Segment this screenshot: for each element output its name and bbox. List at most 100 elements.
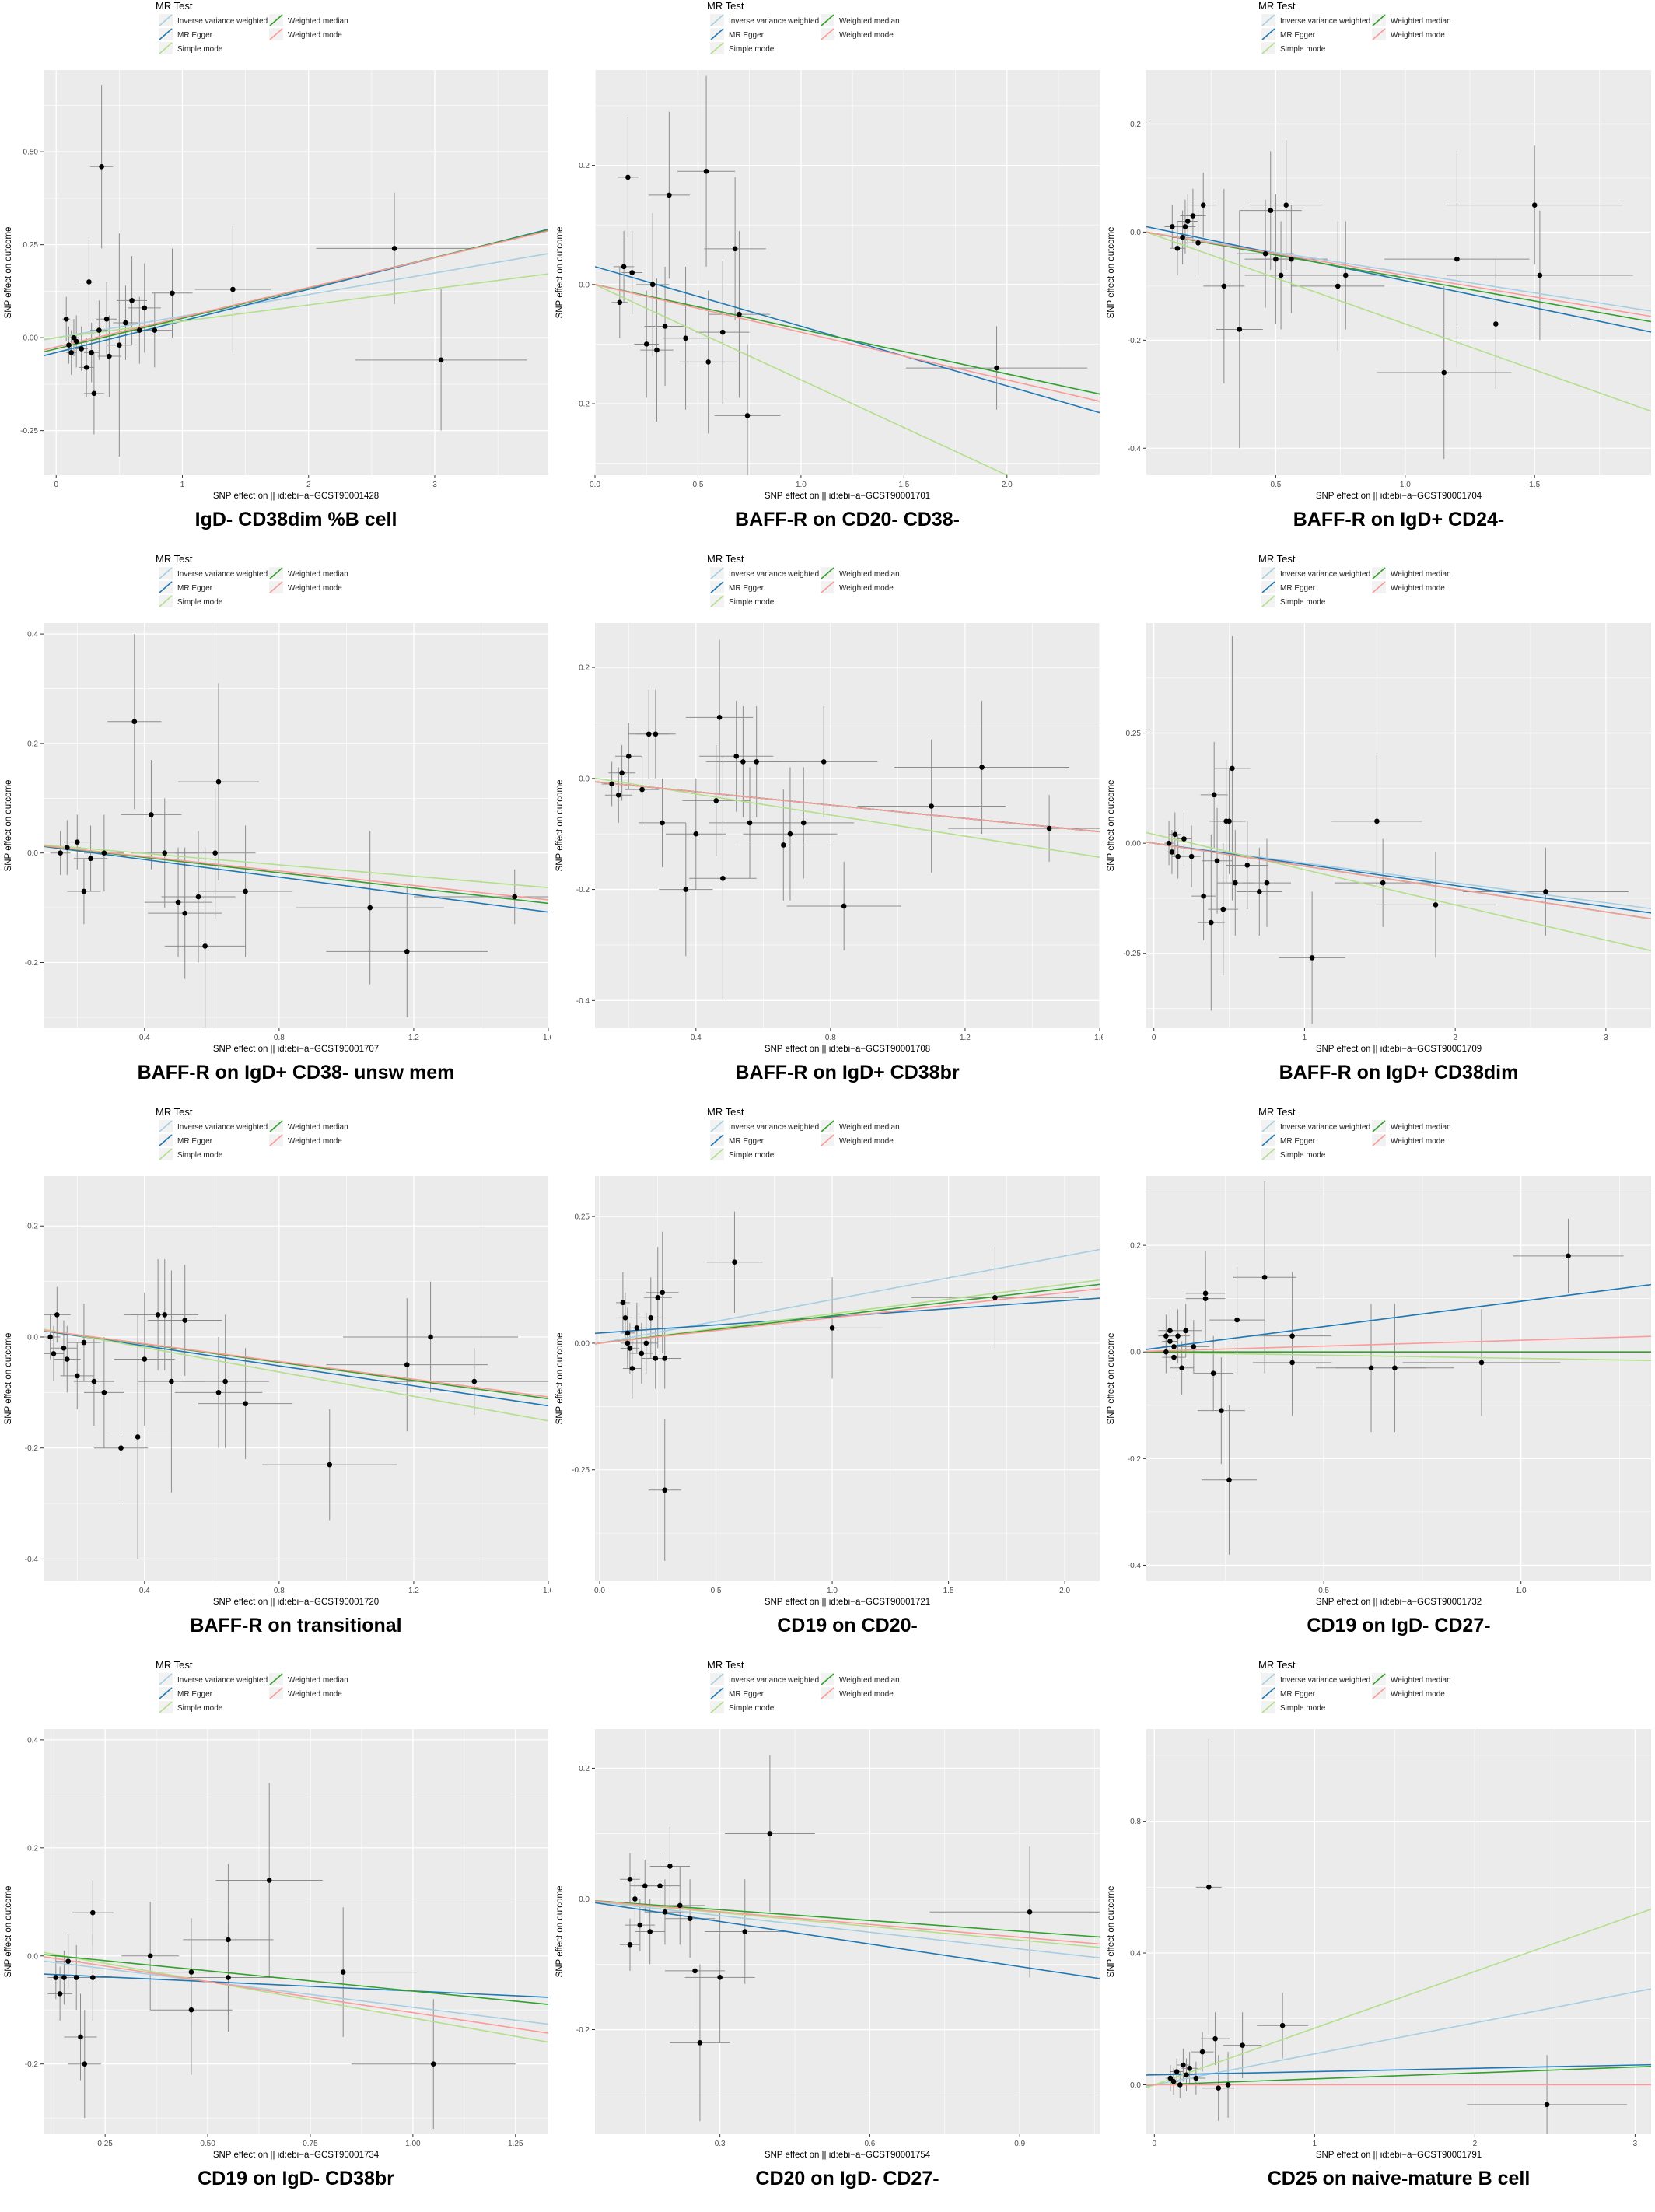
data-point xyxy=(91,1378,97,1384)
data-point xyxy=(135,1434,141,1440)
data-point xyxy=(51,1351,57,1356)
data-point xyxy=(90,1975,96,1980)
panel-background xyxy=(44,1729,548,2134)
data-point xyxy=(1202,1290,1209,1297)
y-tick-label: -0.4 xyxy=(576,997,590,1006)
data-point xyxy=(1171,1344,1177,1349)
panel-cell: MR Test Inverse variance weighted MR Egger… xyxy=(0,1659,551,2212)
legend-key-line xyxy=(821,14,834,26)
x-tick-label: 0.5 xyxy=(711,1587,722,1595)
regression-line xyxy=(1146,842,1651,910)
legend-entry: MR Egger xyxy=(159,1687,213,1699)
regression-line xyxy=(595,1279,1100,1345)
data-point xyxy=(118,1445,124,1451)
data-point xyxy=(1278,272,1284,278)
x-tick-label: 0.6 xyxy=(864,2140,875,2148)
legend-key-line xyxy=(159,14,173,26)
legend-label: Weighted median xyxy=(839,1676,900,1685)
legend-label: Simple mode xyxy=(177,45,223,54)
data-point xyxy=(629,1366,635,1371)
data-point xyxy=(71,334,77,341)
legend-key-line xyxy=(1261,14,1275,26)
legend-entry: Simple mode xyxy=(1261,1701,1326,1713)
legend-label: Simple mode xyxy=(177,1704,223,1713)
data-point xyxy=(226,1975,231,1980)
legend-label: MR Egger xyxy=(1280,584,1316,593)
legend-label: Inverse variance weighted xyxy=(729,17,819,26)
regression-line xyxy=(595,1288,1100,1345)
legend-key-line xyxy=(710,14,724,26)
legend: MR Test Inverse variance weighted MR Egger… xyxy=(707,553,900,607)
data-point xyxy=(103,316,110,322)
y-tick-label: 0.2 xyxy=(27,740,38,748)
legend-key-line xyxy=(269,567,283,579)
legend-label: Weighted mode xyxy=(839,31,894,40)
legend-key-line xyxy=(269,1134,283,1146)
legend-entry: Inverse variance weighted xyxy=(710,1673,819,1685)
legend-title: MR Test xyxy=(1258,1659,1296,1671)
data-point xyxy=(47,1334,53,1340)
data-point xyxy=(1342,272,1349,278)
data-point xyxy=(621,264,627,270)
y-tick-label: 0.0 xyxy=(1130,2081,1141,2090)
data-point xyxy=(1167,2075,1174,2081)
legend-entry: Inverse variance weighted xyxy=(159,1673,268,1685)
legend-key-line xyxy=(1372,1120,1386,1132)
y-axis-title: SNP effect on outcome xyxy=(555,227,565,319)
panel-background xyxy=(595,1729,1100,2134)
legend-entry: Weighted median xyxy=(269,14,348,26)
regression-line xyxy=(1146,226,1651,333)
y-tick-label: 0.0 xyxy=(1130,229,1141,237)
point-layer xyxy=(47,1312,478,1468)
legend-key-line xyxy=(269,581,283,593)
legend-key-line xyxy=(821,1687,834,1699)
panel-title: BAFF-R on IgD+ CD38br xyxy=(735,1062,959,1083)
data-point xyxy=(1216,2085,1222,2091)
data-point xyxy=(101,850,107,856)
y-tick-label: 0.2 xyxy=(1130,121,1141,129)
regression-layer xyxy=(595,777,1100,858)
y-tick-label: 0.0 xyxy=(27,849,38,858)
data-point xyxy=(692,1968,698,1974)
data-point xyxy=(627,1876,633,1882)
panel-background xyxy=(1146,623,1651,1028)
legend-label: Inverse variance weighted xyxy=(177,1676,268,1685)
data-point xyxy=(620,1300,626,1306)
data-point xyxy=(212,850,218,856)
data-point xyxy=(1046,825,1052,831)
legend-entry: Simple mode xyxy=(710,42,775,54)
data-point xyxy=(99,163,104,170)
x-tick-label: 0 xyxy=(54,481,58,489)
y-tick-label: -0.2 xyxy=(576,2026,590,2035)
legend-entry: MR Egger xyxy=(159,28,213,40)
legend-entry: Weighted mode xyxy=(269,28,342,40)
regression-line xyxy=(44,1951,548,2043)
legend-label: Weighted median xyxy=(1391,570,1451,579)
data-point xyxy=(713,798,719,803)
data-point xyxy=(243,1401,248,1406)
x-tick-label: 0.8 xyxy=(274,1034,285,1042)
data-point xyxy=(1289,1333,1295,1339)
data-point xyxy=(642,1883,648,1888)
y-tick-label: 0.0 xyxy=(579,281,590,289)
legend-key-line xyxy=(159,42,173,54)
legend-label: MR Egger xyxy=(729,1137,765,1146)
x-tick-label: 1.0 xyxy=(827,1587,838,1595)
data-point xyxy=(1264,880,1270,886)
y-tick-label: -0.2 xyxy=(576,886,590,894)
data-point xyxy=(625,174,631,180)
data-point xyxy=(1283,202,1289,208)
scatter-plot: MR Test Inverse variance weighted MR Egger… xyxy=(1107,1659,1651,2189)
legend-label: MR Egger xyxy=(177,1137,213,1146)
legend-entry: Weighted mode xyxy=(269,1134,342,1146)
data-point xyxy=(683,335,688,341)
legend-entry: Simple mode xyxy=(710,1701,775,1713)
data-point xyxy=(1234,1317,1240,1323)
data-point xyxy=(1181,2062,1186,2068)
data-point xyxy=(1184,2072,1189,2078)
legend-label: Weighted mode xyxy=(839,1690,894,1699)
legend-entry: Simple mode xyxy=(159,595,223,607)
legend-entry: Weighted median xyxy=(269,567,348,579)
legend: MR Test Inverse variance weighted MR Egger… xyxy=(707,0,900,54)
data-point xyxy=(1190,213,1196,219)
